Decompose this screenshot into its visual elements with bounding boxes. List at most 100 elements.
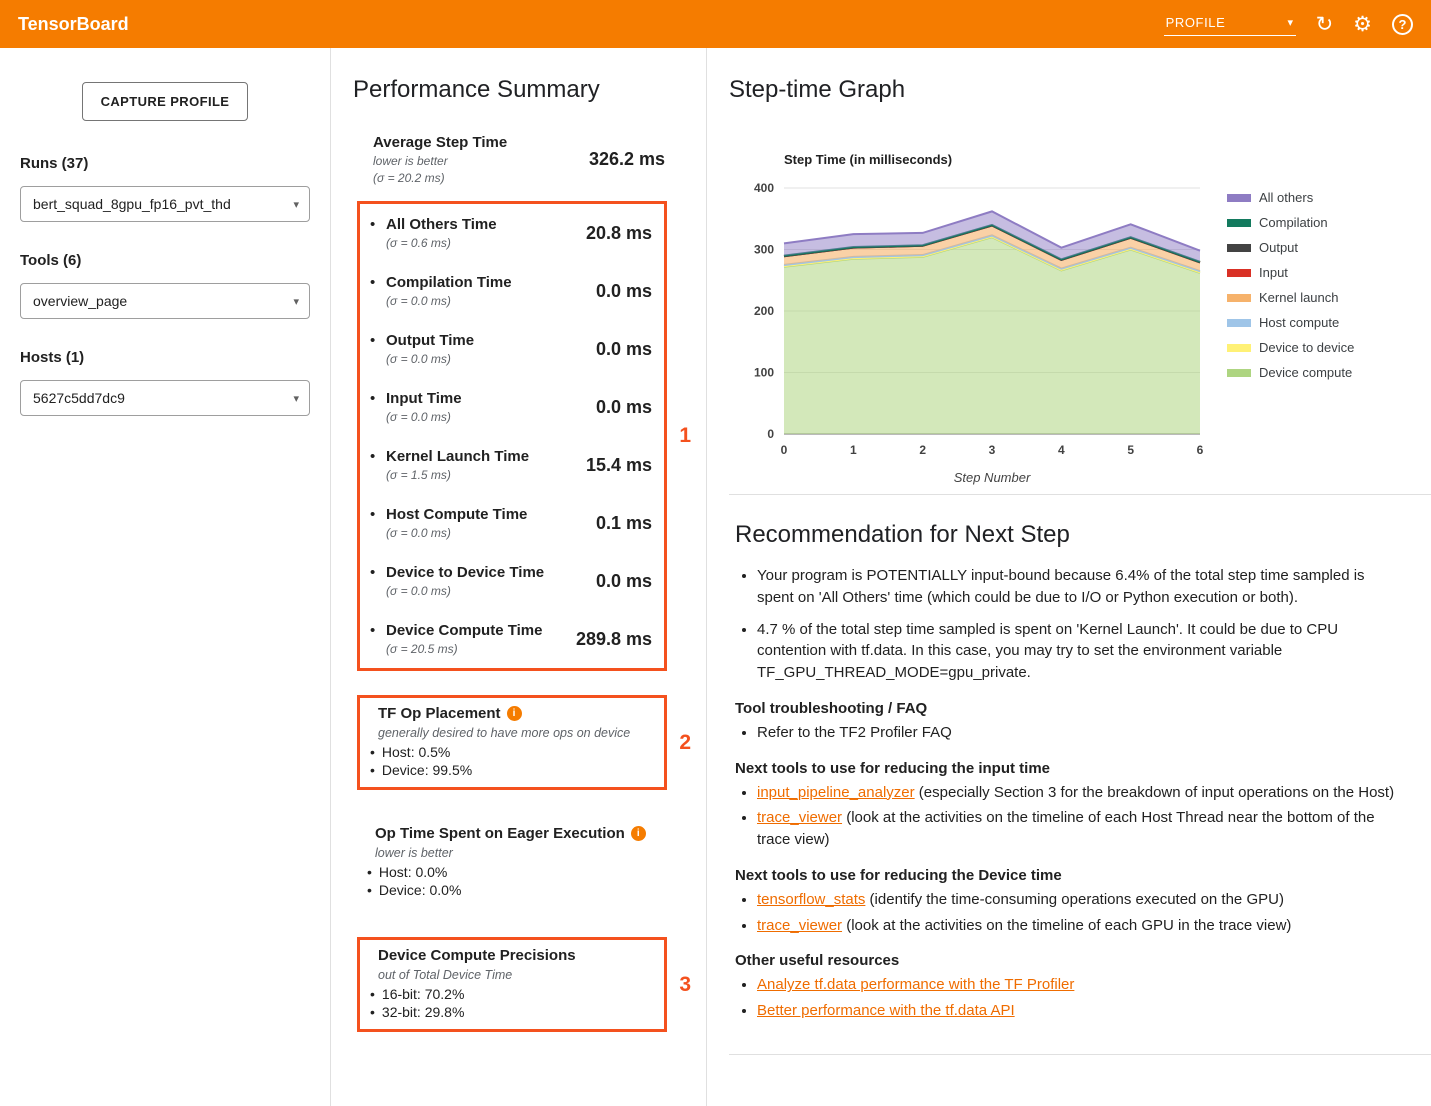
gear-icon[interactable]: ⚙ xyxy=(1353,12,1372,36)
info-icon[interactable]: i xyxy=(506,706,522,721)
reco-item: Better performance with the tf.data API xyxy=(757,1000,1401,1022)
metric-note: lower is better xyxy=(373,154,448,168)
reco-item: trace_viewer (look at the activities on … xyxy=(757,915,1401,937)
legend-swatch xyxy=(1227,318,1251,327)
reco-item-text: (look at the activities on the timeline … xyxy=(757,809,1375,848)
bullet-icon: • xyxy=(370,448,376,465)
precision-32bit: 32-bit: 29.8% xyxy=(370,1003,654,1021)
metric-name: Device Compute Time xyxy=(386,622,543,639)
metric-row: • Input Time (σ = 0.0 ms) 0.0 ms xyxy=(360,378,664,436)
annotation-box-3: 3 Device Compute Precisions out of Total… xyxy=(357,937,691,1032)
step-time-chart: Step Time (in milliseconds) 0 100 200 300 400… xyxy=(754,152,1204,485)
step-time-graph-section: Step-time Graph Step Time (in millisecon… xyxy=(729,76,1431,495)
bullet-icon: • xyxy=(370,564,376,581)
svg-text:1: 1 xyxy=(850,443,857,457)
legend-item: Compilation xyxy=(1227,215,1354,230)
reload-icon[interactable]: ↻ xyxy=(1315,12,1334,36)
metric-value: 326.2 ms xyxy=(588,149,665,169)
chevron-down-icon: ▾ xyxy=(293,392,299,405)
legend-swatch xyxy=(1227,218,1251,227)
device-precisions-title: Device Compute Precisions xyxy=(378,947,576,964)
bullet-icon: • xyxy=(370,506,376,523)
metric-sigma: (σ = 0.0 ms) xyxy=(386,294,451,308)
bullet-icon: • xyxy=(370,390,376,407)
help-icon[interactable]: ? xyxy=(1392,13,1413,35)
recommendation-title: Recommendation for Next Step xyxy=(735,521,1070,548)
reco-item-text: (look at the activities on the timeline … xyxy=(842,916,1292,934)
chevron-down-icon: ▾ xyxy=(293,198,299,211)
legend-label: All others xyxy=(1259,190,1314,205)
reco-section-heading: Other useful resources xyxy=(735,952,900,970)
runs-select[interactable]: bert_squad_8gpu_fp16_pvt_thd ▾ xyxy=(20,186,310,222)
tensorflow-stats-link[interactable]: tensorflow_stats xyxy=(757,890,866,908)
svg-text:5: 5 xyxy=(1127,443,1134,457)
metric-sigma: (σ = 0.0 ms) xyxy=(386,410,451,424)
metric-sigma: (σ = 1.5 ms) xyxy=(386,468,451,482)
runs-label: Runs (37) xyxy=(20,155,89,172)
legend-label: Input xyxy=(1259,265,1288,280)
metric-row: • All Others Time (σ = 0.6 ms) 20.8 ms xyxy=(360,204,664,262)
legend-swatch xyxy=(1227,268,1251,277)
svg-text:2: 2 xyxy=(919,443,926,457)
hosts-select[interactable]: 5627c5dd7dc9 ▾ xyxy=(20,380,310,416)
recommendation-section: Recommendation for Next Step Your progra… xyxy=(729,495,1431,1055)
tfdata-api-link[interactable]: Better performance with the tf.data API xyxy=(757,1002,1015,1019)
reco-section-heading: Next tools to use for reducing the input… xyxy=(735,759,1051,777)
metric-sigma: (σ = 20.2 ms) xyxy=(373,171,445,185)
reco-section-heading: Tool troubleshooting / FAQ xyxy=(735,699,928,717)
chart-legend: All others Compilation Output Input Kernel l… xyxy=(1227,190,1354,488)
dashboard-selector[interactable]: PROFILE ▾ xyxy=(1163,13,1296,36)
dashboard-selector-value: PROFILE xyxy=(1165,14,1226,30)
tfdata-performance-link[interactable]: Analyze tf.data performance with the TF … xyxy=(757,976,1075,994)
legend-swatch xyxy=(1227,293,1251,302)
metric-value: 0.0 ms xyxy=(595,338,652,359)
performance-summary-title: Performance Summary xyxy=(353,76,600,103)
hosts-label: Hosts (1) xyxy=(20,349,85,366)
legend-swatch xyxy=(1227,193,1251,202)
capture-profile-button[interactable]: CAPTURE PROFILE xyxy=(81,82,249,121)
svg-text:3: 3 xyxy=(989,443,996,457)
metric-row: • Output Time (σ = 0.0 ms) 0.0 ms xyxy=(360,320,664,378)
metric-sigma: (σ = 20.5 ms) xyxy=(386,642,458,656)
metric-row: • Device to Device Time (σ = 0.0 ms) 0.0… xyxy=(360,552,664,610)
legend-item: Host compute xyxy=(1227,315,1354,330)
chevron-down-icon: ▾ xyxy=(1287,16,1294,29)
annotation-box-1: 1 • All Others Time (σ = 0.6 ms) 20.8 ms… xyxy=(357,201,691,671)
reco-item: tensorflow_stats (identify the time-cons… xyxy=(757,889,1401,911)
annotation-box-2: 2 TF Op Placement i generally desired to… xyxy=(357,695,691,790)
input-pipeline-analyzer-link[interactable]: input_pipeline_analyzer xyxy=(757,783,915,801)
legend-label: Compilation xyxy=(1259,215,1328,230)
legend-label: Device to device xyxy=(1259,340,1355,355)
legend-item: All others xyxy=(1227,190,1354,205)
svg-text:0: 0 xyxy=(781,443,788,457)
average-step-time-row: Average Step Time lower is better (σ = 2… xyxy=(373,134,665,185)
performance-summary-panel: Performance Summary Average Step Time lo… xyxy=(330,48,707,1106)
runs-select-value: bert_squad_8gpu_fp16_pvt_thd xyxy=(33,196,231,212)
legend-label: Host compute xyxy=(1259,315,1340,330)
svg-text:6: 6 xyxy=(1197,443,1204,457)
metric-value: 20.8 ms xyxy=(585,222,652,243)
eager-device: Device: 0.0% xyxy=(367,881,657,899)
metric-sigma: (σ = 0.0 ms) xyxy=(386,584,451,598)
trace-viewer-link[interactable]: trace_viewer xyxy=(757,916,843,934)
metric-row: • Device Compute Time (σ = 20.5 ms) 289.… xyxy=(360,610,664,668)
app-title: TensorBoard xyxy=(18,13,129,34)
svg-text:100: 100 xyxy=(754,366,774,380)
metric-row: • Kernel Launch Time (σ = 1.5 ms) 15.4 m… xyxy=(360,436,664,494)
metric-name: Input Time xyxy=(386,390,462,407)
tf-op-placement-device: Device: 99.5% xyxy=(370,761,654,779)
svg-text:400: 400 xyxy=(754,181,774,195)
metric-name: Host Compute Time xyxy=(386,506,528,523)
precision-16bit: 16-bit: 70.2% xyxy=(370,985,654,1003)
trace-viewer-link[interactable]: trace_viewer xyxy=(757,809,843,827)
info-icon[interactable]: i xyxy=(630,826,646,841)
metric-value: 0.0 ms xyxy=(595,396,652,417)
svg-text:4: 4 xyxy=(1058,443,1065,457)
tools-select[interactable]: overview_page ▾ xyxy=(20,283,310,319)
reco-item-text: (especially Section 3 for the breakdown … xyxy=(914,783,1395,801)
eager-execution-note: lower is better xyxy=(375,846,453,860)
metric-name: Output Time xyxy=(386,332,475,349)
annotation-number: 2 xyxy=(679,730,691,754)
legend-label: Kernel launch xyxy=(1259,290,1339,305)
legend-item: Device to device xyxy=(1227,340,1354,355)
